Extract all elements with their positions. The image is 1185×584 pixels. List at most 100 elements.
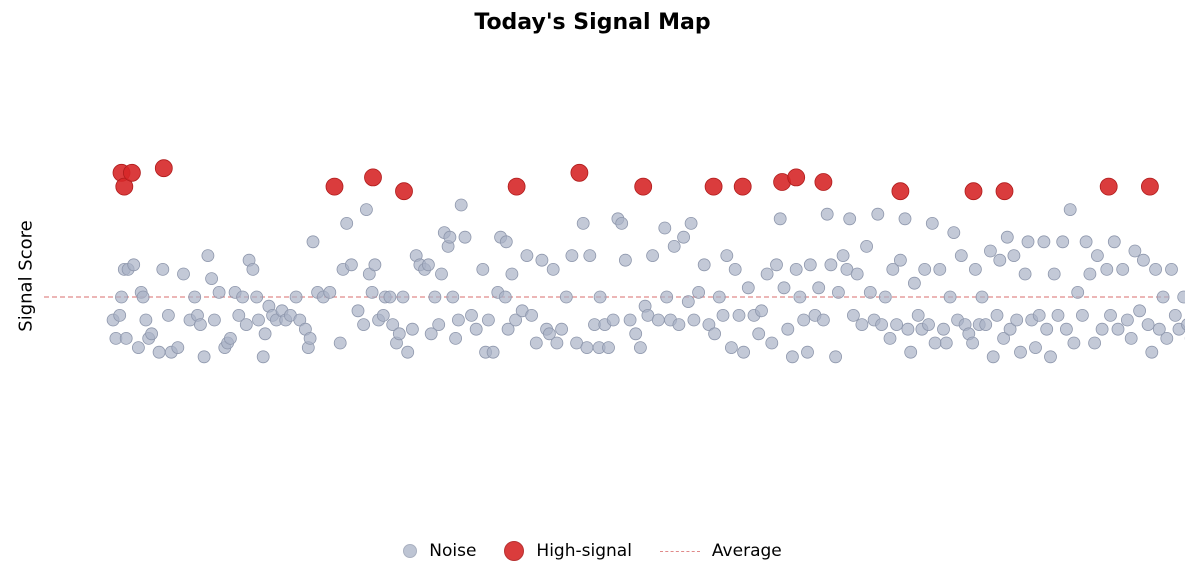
- noise-point: [901, 322, 915, 336]
- noise-point: [565, 249, 579, 263]
- noise-point: [937, 322, 950, 336]
- noise-point: [966, 336, 979, 350]
- noise-point: [1060, 322, 1073, 336]
- noise-point: [817, 313, 830, 327]
- noise-point: [969, 262, 982, 276]
- high-signal-point: [891, 182, 910, 201]
- noise-point: [732, 308, 746, 322]
- noise-point: [525, 308, 538, 322]
- noise-point: [760, 267, 774, 281]
- noise-point: [201, 249, 215, 263]
- noise-point: [546, 262, 560, 276]
- noise-point: [405, 322, 419, 336]
- noise-point: [1067, 336, 1081, 350]
- noise-point: [990, 308, 1004, 322]
- noise-point: [986, 350, 1000, 364]
- noise-point: [119, 331, 133, 345]
- noise-point: [716, 308, 730, 322]
- noise-point: [401, 345, 415, 359]
- noise-point: [773, 212, 787, 226]
- noise-point: [646, 249, 659, 263]
- noise-point: [357, 318, 371, 332]
- noise-point: [368, 258, 382, 272]
- noise-point: [606, 313, 620, 327]
- noise-point: [443, 230, 457, 244]
- noise-point: [454, 198, 468, 212]
- noise-point: [737, 345, 750, 359]
- noise-point: [829, 350, 842, 364]
- noise-point: [197, 350, 211, 364]
- noise-point: [177, 267, 190, 281]
- noise-point: [333, 336, 347, 350]
- noise-point: [428, 290, 442, 304]
- legend-label-average: Average: [711, 541, 782, 561]
- noise-point: [728, 262, 742, 276]
- noise-point: [629, 327, 643, 341]
- noise-point: [469, 322, 483, 336]
- noise-point: [1181, 318, 1185, 331]
- noise-point: [725, 341, 738, 355]
- noise-point: [127, 258, 141, 272]
- noise-point: [658, 221, 672, 235]
- noise-point: [258, 327, 272, 341]
- noise-point: [681, 295, 695, 309]
- noise-point: [672, 318, 686, 332]
- noise-point: [677, 230, 690, 244]
- noise-point: [131, 341, 145, 355]
- noise-point: [1133, 304, 1146, 318]
- noise-point: [171, 341, 185, 355]
- noise-point: [580, 341, 594, 355]
- noise-point: [871, 207, 885, 221]
- noise-point: [145, 327, 159, 341]
- noise-point: [115, 290, 128, 304]
- noise-point: [446, 290, 460, 304]
- noise-point: [252, 313, 265, 327]
- noise-point: [424, 327, 438, 341]
- noise-point: [933, 262, 947, 276]
- noise-point: [392, 327, 406, 341]
- noise-point: [943, 290, 957, 304]
- noise-point: [152, 345, 166, 359]
- noise-point: [550, 336, 564, 350]
- noise-point: [529, 336, 543, 350]
- high-signal-point: [395, 182, 413, 201]
- noise-point: [505, 267, 519, 281]
- noise-point: [481, 313, 495, 327]
- noise-point: [1156, 290, 1170, 304]
- noise-point: [894, 253, 907, 267]
- noise-point: [832, 285, 845, 299]
- noise-point: [1079, 235, 1093, 249]
- noise-point: [1003, 322, 1017, 336]
- noise-point: [803, 258, 817, 272]
- noise-point: [435, 267, 448, 281]
- noise-point: [465, 308, 478, 322]
- noise-point: [860, 239, 873, 253]
- noise-point: [993, 253, 1007, 267]
- noise-point: [712, 290, 726, 304]
- noise-point: [836, 249, 850, 263]
- high-signal-point: [570, 163, 589, 182]
- noise-point: [555, 322, 568, 336]
- noise-point: [1137, 253, 1150, 267]
- noise-point: [984, 244, 997, 258]
- noise-point: [947, 226, 961, 240]
- noise-point: [559, 290, 573, 304]
- noise-point: [362, 267, 376, 281]
- noise-point: [583, 249, 597, 263]
- noise-point: [843, 212, 857, 226]
- legend-item-high-signal: High-signal: [504, 541, 632, 561]
- noise-point: [232, 308, 246, 322]
- noise-point: [250, 290, 264, 304]
- noise-point: [886, 262, 900, 276]
- noise-point: [634, 341, 647, 355]
- noise-point: [898, 212, 912, 226]
- noise-point: [1165, 262, 1178, 276]
- high-signal-point: [122, 163, 141, 182]
- noise-point: [593, 290, 607, 304]
- noise-point: [847, 308, 860, 322]
- noise-point: [801, 345, 814, 359]
- noise-point: [619, 253, 632, 267]
- noise-point: [797, 313, 811, 327]
- noise-point: [765, 336, 779, 350]
- noise-point: [344, 258, 358, 272]
